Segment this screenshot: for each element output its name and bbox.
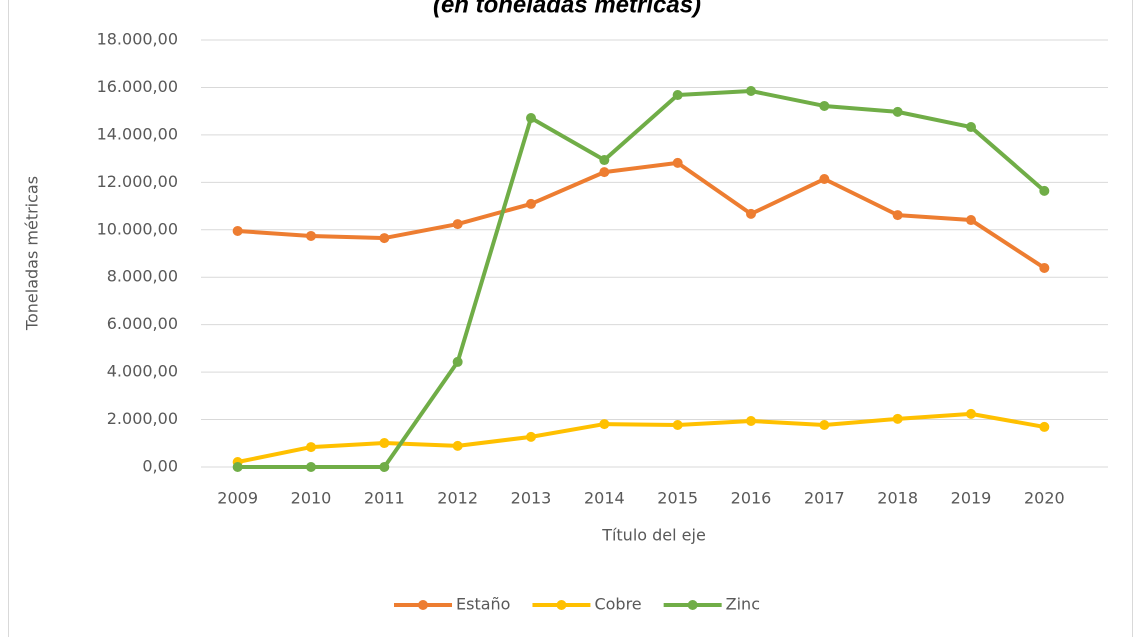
data-point: [379, 462, 390, 472]
data-point: [526, 431, 536, 442]
y-tick-label: 14.000,00: [97, 124, 178, 143]
legend-marker: [418, 600, 429, 610]
data-point: [672, 90, 683, 101]
y-tick-label: 2.000,00: [107, 409, 178, 428]
data-point: [892, 210, 903, 221]
series-line: [237, 89, 1046, 469]
y-tick-label: 18.000,00: [97, 30, 178, 49]
data-point: [1039, 185, 1050, 196]
data-point: [232, 462, 243, 472]
y-tick-label: 0,00: [142, 457, 178, 476]
legend-label: Estaño: [456, 595, 510, 614]
x-tick-label: 2018: [877, 489, 918, 508]
data-point: [306, 442, 316, 453]
x-tick-label: 2020: [1024, 489, 1065, 508]
data-point: [966, 408, 976, 419]
x-tick-label: 2011: [364, 489, 405, 508]
data-point: [819, 174, 830, 185]
data-point: [306, 230, 316, 241]
data-point: [746, 208, 756, 219]
data-point: [966, 215, 976, 226]
y-tick-label: 16.000,00: [97, 77, 178, 96]
data-point: [892, 413, 903, 424]
x-axis-title: Título del eje: [601, 526, 706, 545]
y-tick-label: 8.000,00: [107, 267, 178, 286]
legend-marker: [556, 600, 567, 610]
data-point: [379, 438, 390, 449]
data-point: [452, 440, 463, 451]
y-axis-title: Toneladas métricas: [23, 176, 42, 331]
data-point: [379, 233, 390, 244]
x-tick-label: 2016: [731, 489, 772, 508]
x-tick-label: 2014: [584, 489, 625, 508]
x-tick-label: 2017: [804, 489, 845, 508]
legend-marker: [687, 600, 698, 610]
data-point: [819, 100, 830, 111]
data-point: [1039, 262, 1050, 273]
x-tick-label: 2009: [217, 489, 258, 508]
legend-label: Zinc: [726, 595, 760, 614]
data-point: [526, 198, 536, 209]
legend-label: Cobre: [594, 595, 641, 614]
y-tick-label: 10.000,00: [97, 219, 178, 238]
y-tick-label: 4.000,00: [107, 362, 178, 381]
data-point: [599, 167, 610, 178]
data-point: [599, 419, 610, 430]
data-point: [892, 106, 903, 117]
x-tick-label: 2019: [951, 489, 992, 508]
data-point: [232, 225, 243, 236]
data-point: [452, 356, 463, 367]
data-point: [1039, 421, 1050, 432]
data-point: [526, 113, 536, 124]
y-tick-label: 12.000,00: [97, 172, 178, 191]
x-tick-label: 2015: [657, 489, 698, 508]
data-point: [819, 420, 830, 431]
data-point: [672, 157, 683, 168]
data-point: [966, 122, 976, 133]
chart-title: (en toneladas métricas): [433, 0, 701, 18]
data-point: [746, 415, 756, 426]
data-point: [452, 219, 463, 230]
x-tick-label: 2012: [437, 489, 478, 508]
series-line: [237, 160, 1046, 270]
data-point: [599, 155, 610, 166]
data-point: [306, 462, 316, 472]
data-point: [746, 86, 756, 97]
y-tick-label: 6.000,00: [107, 314, 178, 333]
data-point: [672, 420, 683, 431]
series-line: [237, 411, 1045, 464]
x-tick-label: 2013: [511, 489, 552, 508]
chart-frame: [8, 0, 1133, 637]
x-tick-label: 2010: [291, 489, 332, 508]
